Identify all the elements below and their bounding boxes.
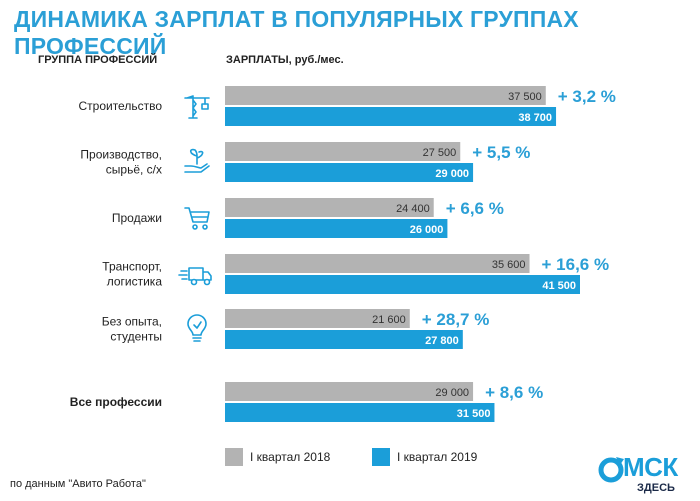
growth-label: + 16,6 % — [542, 255, 610, 274]
bar-2018 — [225, 198, 434, 217]
lightbulb-icon — [187, 314, 207, 342]
legend-label-2019: I квартал 2019 — [397, 450, 478, 464]
data-source-note: по данным "Авито Работа" — [10, 478, 146, 490]
value-label-2019: 26 000 — [410, 224, 444, 236]
category-label: сырьё, с/х — [106, 163, 162, 177]
bar-2018 — [225, 309, 410, 328]
growth-label: + 5,5 % — [472, 143, 530, 162]
value-label-2018: 24 400 — [396, 203, 430, 215]
logo-ring-icon — [598, 457, 624, 483]
category-label: Транспорт, — [102, 260, 162, 274]
legend-swatch-2018 — [225, 448, 243, 466]
truck-icon — [178, 267, 212, 286]
crane-icon — [184, 95, 210, 119]
value-label-2018: 37 500 — [508, 91, 542, 103]
bar-2018 — [225, 254, 530, 273]
value-label-2019: 41 500 — [542, 280, 576, 292]
category-label: логистика — [107, 275, 163, 289]
value-label-2018: 21 600 — [372, 314, 406, 326]
category-label: Продажи — [112, 211, 162, 225]
logo-subtext: ЗДЕСЬ — [637, 482, 675, 494]
bar-2018 — [225, 86, 546, 105]
legend-label-2018: I квартал 2018 — [250, 450, 331, 464]
bar-2018 — [225, 382, 474, 401]
value-label-2019: 31 500 — [457, 408, 491, 420]
bar-2019 — [225, 275, 580, 294]
value-label-2018: 27 500 — [423, 147, 457, 159]
category-label: Все профессии — [70, 395, 162, 409]
value-label-2018: 35 600 — [492, 259, 526, 271]
legend-swatch-2019 — [372, 448, 390, 466]
bar-2019 — [225, 163, 474, 182]
category-label: Производство, — [80, 148, 162, 162]
value-label-2018: 29 000 — [435, 387, 469, 399]
value-label-2019: 38 700 — [518, 112, 552, 124]
salary-bar-chart: Строительство 37 500 38 700 + 3,2 % Производ… — [70, 86, 616, 422]
category-label: Без опыта, — [102, 315, 162, 329]
salary-column-header: ЗАРПЛАТЫ, руб./мес. — [226, 54, 344, 66]
bar-2019 — [225, 403, 495, 422]
omsk-logo: МСК ЗДЕСЬ — [597, 452, 697, 498]
category-label: Строительство — [78, 99, 162, 113]
growth-label: + 28,7 % — [422, 310, 490, 329]
logo-text: МСК — [623, 452, 678, 482]
chart-title: ДИНАМИКА ЗАРПЛАТ В ПОПУЛЯРНЫХ ГРУППАХ ПР… — [14, 6, 579, 59]
shopping-cart-icon — [184, 207, 210, 230]
sprout-hand-icon — [184, 148, 210, 173]
category-label: студенты — [110, 330, 162, 344]
growth-label: + 6,6 % — [446, 199, 504, 218]
bar-2019 — [225, 330, 463, 349]
value-label-2019: 27 800 — [425, 335, 459, 347]
growth-label: + 3,2 % — [558, 87, 616, 106]
group-column-header: ГРУППА ПРОФЕССИЙ — [38, 54, 158, 66]
growth-label: + 8,6 % — [485, 383, 543, 402]
value-label-2019: 29 000 — [435, 168, 469, 180]
bar-2018 — [225, 142, 461, 161]
bar-2019 — [225, 219, 448, 238]
bar-2019 — [225, 107, 557, 126]
